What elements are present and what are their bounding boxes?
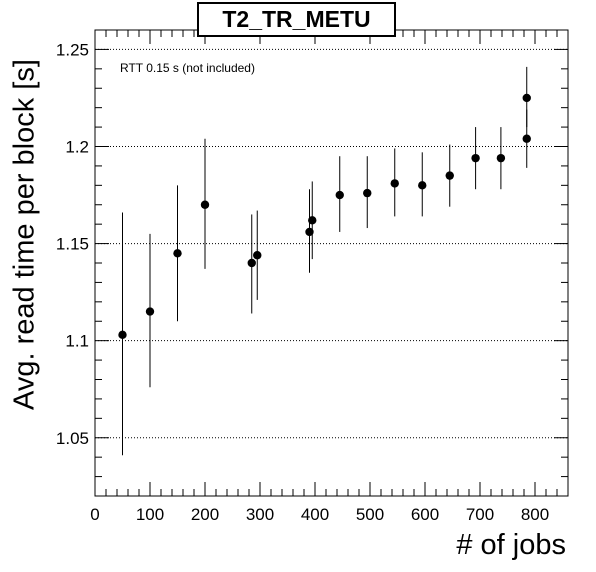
y-tick-label: 1.2 [65, 138, 89, 157]
data-point [145, 307, 155, 316]
data-point [363, 188, 372, 198]
y-tick-label: 1.05 [56, 429, 89, 448]
x-tick-label: 100 [136, 505, 164, 524]
data-point [390, 179, 399, 188]
x-tick-label: 800 [521, 505, 549, 524]
data-point [471, 153, 480, 163]
data-point [308, 216, 317, 225]
plot-frame [94, 29, 569, 497]
x-tick-label: 300 [246, 505, 274, 524]
grid-lines [95, 48, 568, 439]
data-point [200, 200, 210, 209]
data-point [118, 330, 127, 340]
data-points [118, 66, 531, 456]
chart-title: T2_TR_METU [197, 2, 396, 37]
y-tick-label: 1.25 [56, 40, 89, 59]
x-tick-label: 200 [191, 505, 219, 524]
axis-ticks [94, 29, 569, 497]
data-point [445, 171, 454, 180]
data-point [522, 134, 531, 143]
y-tick-label: 1.15 [56, 235, 89, 254]
chart-annotation: RTT 0.15 s (not included) [120, 61, 255, 75]
data-point [522, 93, 531, 103]
x-tick-label: 600 [411, 505, 439, 524]
data-point [305, 227, 314, 237]
data-point [418, 181, 427, 190]
y-axis-label: Avg. read time per block [s] [8, 59, 41, 410]
x-axis-label: # of jobs [456, 529, 566, 561]
y-tick-label: 1.1 [65, 332, 89, 351]
x-tick-label: 700 [466, 505, 494, 524]
data-point [247, 258, 256, 268]
x-tick-label: 500 [356, 505, 384, 524]
data-point [335, 190, 344, 200]
data-point [173, 249, 182, 258]
axis-tick-labels: 1.05 1.1 1.15 1.2 1.25 0 100 200 300 400 500 600 700… [56, 40, 549, 524]
data-point [496, 153, 506, 163]
x-tick-label: 400 [301, 505, 329, 524]
data-point [253, 251, 262, 260]
x-tick-label: 0 [90, 505, 99, 524]
